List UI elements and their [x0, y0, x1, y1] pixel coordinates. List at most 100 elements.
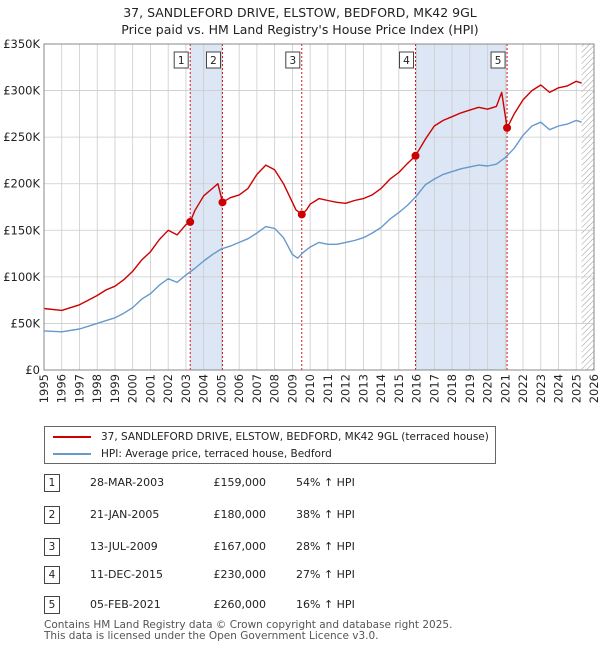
- sale-hpi-change: 28% ↑ HPI: [296, 540, 355, 553]
- sale-label-box: [173, 51, 189, 69]
- sale-label-box: [490, 51, 506, 69]
- x-tick-label: 2000: [126, 374, 140, 403]
- sale-point: [186, 217, 195, 226]
- x-tick-label: 2013: [356, 374, 370, 403]
- legend-item-hpi: HPI: Average price, terraced house, Bedf…: [53, 446, 332, 462]
- sale-row: 3 13-JUL-2009 £167,000 28% ↑ HPI: [0, 538, 600, 558]
- x-tick-label: 2011: [321, 374, 335, 403]
- sale-number-badge: 5: [44, 596, 60, 614]
- y-tick-label: £200K: [3, 177, 40, 191]
- x-tick-label: 2020: [481, 374, 495, 403]
- x-tick-label: 2016: [410, 374, 424, 403]
- title-line-1: 37, SANDLEFORD DRIVE, ELSTOW, BEDFORD, M…: [123, 5, 477, 20]
- x-tick-label: 2021: [498, 374, 512, 403]
- x-tick-label: 1996: [55, 374, 69, 403]
- sale-date: 13-JUL-2009: [90, 540, 158, 553]
- x-tick-label: 2004: [197, 374, 211, 403]
- legend-swatch-property: [53, 436, 91, 438]
- sale-label-box: [205, 51, 221, 69]
- sale-point: [411, 151, 420, 160]
- legend: 37, SANDLEFORD DRIVE, ELSTOW, BEDFORD, M…: [44, 426, 496, 464]
- y-tick-label: £300K: [3, 84, 40, 98]
- legend-label-hpi: HPI: Average price, terraced house, Bedf…: [101, 448, 332, 460]
- x-tick-label: 2019: [463, 374, 477, 403]
- sale-date: 21-JAN-2005: [90, 508, 160, 521]
- x-tick-label: 2003: [179, 374, 193, 403]
- x-tick-label: 2009: [285, 374, 299, 403]
- x-tick-label: 2006: [232, 374, 246, 403]
- footer-line-2: This data is licensed under the Open Gov…: [44, 630, 379, 642]
- y-tick-label: £100K: [3, 270, 40, 284]
- sale-label-text: 3: [289, 55, 296, 67]
- x-tick-label: 2017: [427, 374, 441, 403]
- y-tick-label: £250K: [3, 130, 40, 144]
- sale-date: 28-MAR-2003: [90, 476, 165, 489]
- sale-label-box: [285, 51, 301, 69]
- x-tick-label: 1995: [37, 374, 51, 403]
- shaded-range: [415, 44, 508, 370]
- x-tick-label: 2022: [516, 374, 530, 403]
- sale-point: [503, 123, 512, 132]
- sale-label-box: [399, 51, 415, 69]
- shaded-range: [190, 44, 223, 370]
- legend-label-property: 37, SANDLEFORD DRIVE, ELSTOW, BEDFORD, M…: [101, 431, 489, 443]
- legend-swatch-hpi: [53, 453, 91, 455]
- sale-price: £180,000: [213, 508, 267, 521]
- sale-row: 1 28-MAR-2003 £159,000 54% ↑ HPI: [0, 474, 600, 494]
- future-hatch: [581, 44, 594, 370]
- x-tick-label: 2007: [250, 374, 264, 403]
- plot-border: [43, 43, 595, 371]
- x-tick-label: 2025: [569, 374, 583, 403]
- y-tick-label: £350K: [3, 37, 40, 51]
- sale-date: 05-FEB-2021: [90, 598, 161, 611]
- x-tick-label: 1998: [90, 374, 104, 403]
- sale-number-badge: 3: [44, 538, 60, 556]
- title-line-2: Price paid vs. HM Land Registry's House …: [121, 22, 479, 37]
- y-tick-label: £0: [25, 363, 40, 377]
- y-tick-label: £50K: [11, 316, 41, 330]
- x-tick-label: 1999: [108, 374, 122, 403]
- price-chart: 1 2 3 4 5 £0 £50K £100K £150K £200K £250K £300K £350…: [3, 37, 600, 403]
- sale-label-text: 2: [210, 55, 217, 67]
- sale-hpi-change: 54% ↑ HPI: [296, 476, 355, 489]
- x-tick-label: 2015: [392, 374, 406, 403]
- sale-label-text: 4: [403, 55, 410, 67]
- x-tick-label: 2023: [534, 374, 548, 403]
- sale-price: £159,000: [213, 476, 267, 489]
- x-tick-label: 2002: [161, 374, 175, 403]
- sale-hpi-change: 16% ↑ HPI: [296, 598, 355, 611]
- x-tick-label: 2024: [552, 374, 566, 403]
- x-tick-label: 1997: [72, 374, 86, 403]
- sale-number-badge: 2: [44, 506, 60, 524]
- x-tick-label: 2018: [445, 374, 459, 403]
- footer-attribution: Contains HM Land Registry data © Crown c…: [44, 620, 452, 642]
- sale-row: 2 21-JAN-2005 £180,000 38% ↑ HPI: [0, 506, 600, 526]
- x-tick-label: 2010: [303, 374, 317, 403]
- x-tick-label: 2026: [587, 374, 600, 403]
- sale-label-text: 5: [495, 55, 502, 67]
- x-tick-label: 2005: [214, 374, 228, 403]
- sale-date: 11-DEC-2015: [90, 568, 164, 581]
- x-tick-label: 2008: [268, 374, 282, 403]
- plot-area: [44, 44, 594, 370]
- sale-point: [218, 198, 227, 207]
- footer-line-1: Contains HM Land Registry data © Crown c…: [44, 619, 453, 631]
- hpi-line: [43, 119, 582, 333]
- chart-title: 37, SANDLEFORD DRIVE, ELSTOW, BEDFORD, M…: [0, 4, 600, 38]
- x-tick-label: 2012: [339, 374, 353, 403]
- sale-hpi-change: 38% ↑ HPI: [296, 508, 355, 521]
- sale-point: [297, 210, 306, 219]
- sale-price: £260,000: [213, 598, 267, 611]
- sale-number-badge: 4: [44, 566, 60, 584]
- sale-price: £167,000: [213, 540, 267, 553]
- x-tick-label: 2001: [143, 374, 157, 403]
- sale-row: 5 05-FEB-2021 £260,000 16% ↑ HPI: [0, 596, 600, 616]
- x-tick-label: 2014: [374, 374, 388, 403]
- sale-hpi-change: 27% ↑ HPI: [296, 568, 355, 581]
- sale-label-text: 1: [178, 55, 185, 67]
- property-price-line: [43, 80, 582, 312]
- sale-number-badge: 1: [44, 474, 60, 492]
- sale-row: 4 11-DEC-2015 £230,000 27% ↑ HPI: [0, 566, 600, 586]
- sale-price: £230,000: [213, 568, 267, 581]
- legend-item-property: 37, SANDLEFORD DRIVE, ELSTOW, BEDFORD, M…: [53, 429, 489, 445]
